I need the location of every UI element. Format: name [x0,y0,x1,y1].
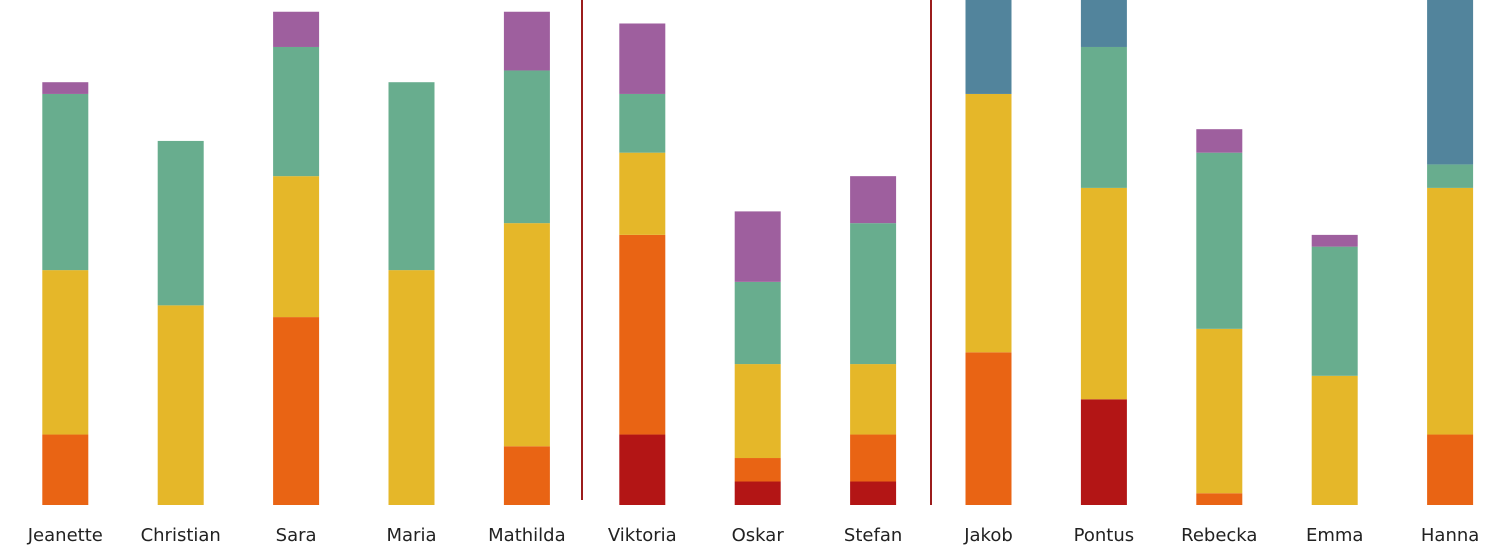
bar-segment [388,82,435,271]
bar-segment [1080,0,1127,47]
x-tick-label: Christian [141,525,221,546]
bar-segment [1311,375,1358,505]
bar-segment [42,82,89,94]
bar-segment [734,458,781,482]
bar-segment [273,11,320,47]
bar-segment [734,281,781,365]
bar-segment [157,305,204,505]
bar-segment [619,234,666,435]
bar-segment [619,93,666,153]
bar-segment [503,223,550,447]
bar-segment [965,93,1012,353]
bar-segment [1427,187,1474,435]
bar-segment [1080,46,1127,188]
bar-segment [273,317,320,505]
bar-segment [734,481,781,505]
bar-segment [273,176,320,318]
x-tick-label: Hanna [1421,525,1479,546]
bar-segment [503,11,550,71]
bar-segment [850,434,897,482]
bar-segment [1196,493,1243,505]
bar-segment [1427,434,1474,505]
x-tick-label: Oskar [732,525,785,546]
x-tick-label: Viktoria [608,525,677,546]
bar-segment [965,0,1012,94]
x-tick-label: Rebecka [1181,525,1257,546]
bar-segment [1196,129,1243,153]
bar-segment [503,70,550,224]
bar-segment [273,46,320,177]
bar-segment [850,481,897,505]
bar-segment [619,23,666,94]
bar-segment [503,446,550,505]
bar-segment [1427,164,1474,188]
bar-segment [850,364,897,435]
x-tick-label: Stefan [844,525,902,546]
bar-segment [1311,234,1358,247]
x-tick-label: Jakob [963,525,1013,546]
bar-segment [850,176,897,224]
bar-segment [850,223,897,365]
bar-segment [388,270,435,505]
bar-segment [42,93,89,271]
x-tick-label: Mathilda [488,525,565,546]
bar-segment [1196,152,1243,329]
bar-segment [734,211,781,282]
x-tick-label: Jeanette [27,525,103,546]
bar-segment [1311,246,1358,376]
x-tick-label: Sara [276,525,317,546]
bar-segment [42,434,89,505]
bar-segment [1080,187,1127,400]
x-tick-label: Pontus [1074,525,1134,546]
bar-segment [42,270,89,435]
x-tick-label: Maria [387,525,437,546]
bar-segment [1427,0,1474,165]
bar-segment [1196,328,1243,494]
bar-segment [965,352,1012,505]
x-tick-label: Emma [1306,525,1363,546]
bar-segment [157,140,204,306]
bar-segment [619,434,666,505]
bar-segment [1080,399,1127,505]
bar-segment [619,152,666,235]
bar-segment [734,364,781,459]
